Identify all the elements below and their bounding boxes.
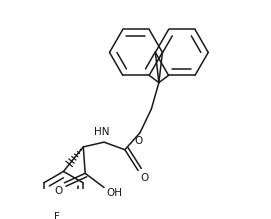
Text: HN: HN [95, 127, 110, 138]
Text: O: O [54, 186, 63, 196]
Text: O: O [134, 136, 142, 146]
Text: O: O [140, 173, 148, 183]
Text: F: F [54, 212, 60, 219]
Text: OH: OH [106, 189, 122, 198]
